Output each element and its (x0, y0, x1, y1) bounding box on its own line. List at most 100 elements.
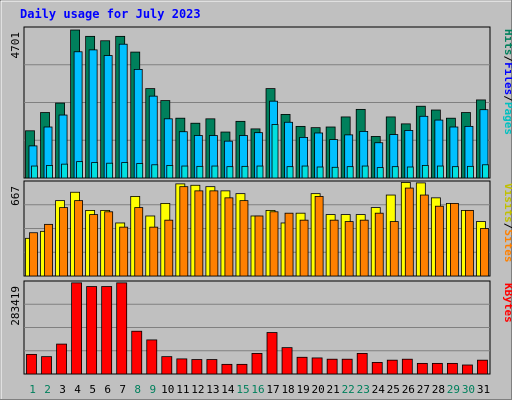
bar-pages-body (361, 165, 369, 179)
bar-kbytes-body (221, 363, 233, 375)
bar-pages-body (331, 166, 339, 179)
bar-pages (346, 166, 354, 179)
bar-pages-body (391, 166, 399, 179)
bar-kbytes-body (326, 358, 338, 375)
x-tick-label: 23 (357, 383, 370, 396)
bar-kbytes (191, 359, 203, 375)
bar-kbytes (356, 353, 368, 375)
bar-pages (166, 165, 174, 179)
bar-sites-body (194, 190, 204, 277)
bar-pages-body (436, 165, 444, 179)
bar-pages (31, 165, 38, 179)
legend-hits-files-pages: Hits/Files/Pages (502, 29, 512, 135)
x-tick-label: 22 (342, 383, 355, 396)
x-tick-label: 2 (44, 383, 51, 396)
bar-sites (374, 212, 384, 277)
bar-sites (404, 187, 414, 277)
bar-pages-body (286, 166, 294, 179)
bar-sites (269, 211, 279, 277)
chart-title: Daily usage for July 2023 (20, 7, 201, 21)
bar-kbytes (311, 357, 323, 375)
bar-sites (209, 190, 219, 277)
bar-pages (271, 124, 279, 179)
bar-kbytes-body (477, 359, 488, 375)
bar-pages (331, 166, 339, 179)
bar-pages (196, 165, 204, 179)
bar-sites-body (434, 205, 444, 277)
bar-pages-body (421, 165, 429, 179)
bar-pages (316, 166, 324, 179)
bar-kbytes (101, 286, 113, 375)
bar-kbytes (26, 353, 37, 375)
bar-pages-body (452, 166, 459, 179)
bar-kbytes-body (26, 353, 37, 375)
bar-files-body (118, 43, 128, 179)
bar-kbytes (71, 282, 82, 375)
legend-entry: Files (502, 62, 512, 95)
bar-kbytes (281, 347, 293, 375)
bar-pages-body (482, 164, 489, 179)
bar-sites-body (299, 219, 309, 277)
bar-sites (119, 226, 129, 277)
x-tick-label: 18 (281, 383, 294, 396)
bar-kbytes-body (176, 358, 188, 375)
bar-kbytes (462, 364, 473, 375)
bar-kbytes-body (206, 359, 218, 375)
bar-pages (46, 165, 53, 179)
bar-sites (164, 219, 174, 277)
bar-kbytes (431, 362, 443, 375)
bar-pages (226, 166, 234, 179)
bar-sites-body (254, 215, 264, 277)
bar-kbytes-body (266, 332, 278, 375)
bar-sites-body (59, 207, 68, 277)
bar-kbytes-body (386, 359, 398, 375)
bar-pages-body (91, 162, 99, 179)
x-tick-label: 14 (221, 383, 235, 396)
bar-pages-body (196, 165, 204, 179)
bar-pages (467, 165, 474, 179)
bar-kbytes (206, 359, 218, 375)
bar-sites-body (389, 221, 399, 277)
bar-kbytes (41, 356, 52, 375)
x-tick-label: 6 (104, 383, 111, 396)
bar-kbytes-body (146, 339, 158, 375)
legend-entry: Hits (502, 29, 512, 56)
bar-pages (76, 161, 83, 179)
x-tick-label: 24 (372, 383, 386, 396)
bar-sites (44, 223, 53, 277)
y-max-label: 4701 (9, 32, 22, 59)
bar-sites (314, 196, 324, 277)
bar-files (103, 55, 113, 179)
legend-entry: KBytes (502, 283, 512, 323)
bar-pages-body (226, 166, 234, 179)
bar-kbytes-body (116, 282, 128, 375)
bar-kbytes (221, 363, 233, 375)
x-tick-label: 21 (327, 383, 340, 396)
bar-sites (254, 215, 264, 277)
x-tick-label: 10 (161, 383, 174, 396)
bar-kbytes (341, 358, 353, 375)
bar-kbytes (131, 330, 143, 375)
bar-pages (286, 166, 294, 179)
bar-sites-body (480, 228, 489, 277)
x-tick-label: 20 (312, 383, 325, 396)
bar-kbytes-body (236, 363, 248, 375)
bar-pages-body (271, 124, 279, 179)
bar-files-body (133, 68, 143, 179)
bar-pages (136, 163, 144, 179)
bar-pages-body (316, 166, 324, 179)
bar-sites (465, 209, 474, 277)
bar-sites-body (239, 200, 249, 277)
x-tick-label: 27 (417, 383, 430, 396)
bar-pages-body (121, 162, 129, 179)
x-tick-label: 25 (387, 383, 400, 396)
bar-files-body (103, 55, 113, 179)
bar-pages-body (76, 161, 83, 179)
bar-files (88, 49, 98, 179)
bar-kbytes-body (281, 347, 293, 375)
bar-sites-body (209, 190, 219, 277)
bar-pages-body (136, 163, 144, 179)
bar-kbytes-body (401, 358, 413, 375)
bar-pages (391, 166, 399, 179)
bar-sites-body (134, 207, 144, 277)
